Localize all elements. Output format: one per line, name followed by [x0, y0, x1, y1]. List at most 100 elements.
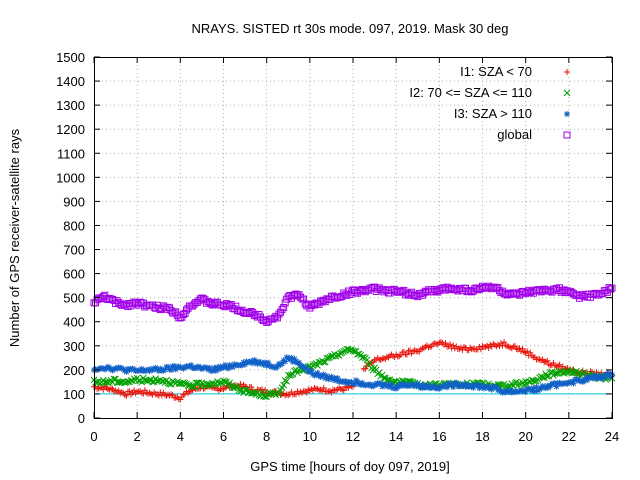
data-point [425, 382, 432, 389]
data-point [380, 381, 387, 388]
data-point [584, 376, 591, 383]
y-tick-label: 200 [63, 363, 85, 378]
data-point [260, 361, 267, 368]
data-point [247, 389, 255, 397]
data-point [274, 363, 281, 370]
data-point [387, 383, 393, 390]
y-tick-label: 1100 [57, 146, 85, 161]
data-point [322, 375, 329, 382]
data-point [324, 354, 332, 362]
x-tick-label: 2 [134, 429, 141, 444]
y-tick-label: 800 [63, 218, 85, 233]
x-tick-label: 20 [518, 429, 532, 444]
data-point [572, 376, 578, 383]
data-point [92, 366, 99, 373]
data-point [300, 295, 308, 303]
data-point [334, 375, 341, 382]
data-point [420, 381, 427, 388]
data-point [388, 381, 395, 388]
data-point [553, 370, 560, 377]
data-point [288, 354, 295, 361]
data-point [111, 366, 118, 373]
data-point [100, 365, 107, 372]
legend: I1: SZA < 70 I2: 70 <= SZA <= 110 I3: SZA … [409, 64, 571, 142]
data-point [530, 384, 537, 391]
data-point [134, 368, 141, 375]
data-point [123, 368, 130, 375]
grid-lines [94, 57, 612, 418]
data-point [289, 371, 297, 378]
x-tick-label: 14 [389, 429, 403, 444]
data-point [157, 389, 164, 396]
data-point [607, 373, 614, 380]
data-point [299, 363, 306, 370]
data-point [485, 385, 492, 392]
data-point [345, 378, 352, 385]
data-point [155, 367, 162, 374]
y-tick-label: 1300 [56, 98, 85, 113]
data-point [581, 377, 588, 384]
data-point [206, 364, 213, 371]
data-point [570, 380, 577, 387]
y-tick-label: 700 [63, 243, 85, 258]
data-point [477, 346, 484, 353]
data-point [138, 378, 146, 386]
data-point [129, 365, 136, 372]
data-point [533, 384, 540, 391]
data-point [291, 355, 298, 362]
data-point [303, 389, 310, 396]
data-point [308, 367, 315, 374]
data-point [413, 383, 420, 390]
data-point [292, 391, 299, 398]
data-point [444, 384, 451, 391]
data-point [519, 388, 526, 395]
legend-label: I2: 70 <= SZA <= 110 [409, 85, 532, 100]
data-point [402, 382, 409, 389]
data-point [280, 303, 288, 311]
data-point [476, 385, 483, 392]
data-point [168, 367, 175, 374]
data-point [541, 384, 548, 391]
data-point [242, 361, 249, 368]
data-point [229, 363, 236, 370]
data-point [555, 380, 562, 387]
x-axis-label: GPS time [hours of doy 097, 2019] [250, 459, 449, 474]
data-point [403, 351, 410, 358]
y-axis-label: Number of GPS receiver-satellite rays [7, 128, 22, 347]
data-point [225, 365, 232, 372]
data-point [592, 372, 599, 379]
data-point [331, 375, 338, 382]
data-point [192, 379, 200, 387]
y-tick-label: 1400 [56, 74, 85, 89]
data-point [165, 363, 171, 370]
data-point [528, 387, 535, 394]
data-point [493, 384, 500, 391]
data-point [209, 367, 216, 374]
x-tick-label: 0 [90, 429, 97, 444]
data-point [339, 378, 346, 385]
data-point [249, 360, 256, 367]
data-point [212, 367, 219, 374]
x-tick-label: 18 [475, 429, 489, 444]
data-point [522, 388, 529, 395]
data-point [197, 365, 204, 372]
data-point [544, 357, 551, 364]
data-point [510, 388, 517, 395]
data-point [181, 363, 188, 370]
data-point [342, 377, 349, 384]
data-point [340, 387, 347, 394]
y-tick-label: 100 [63, 387, 85, 402]
data-point [266, 362, 273, 369]
data-point [283, 378, 291, 385]
data-point [519, 345, 526, 352]
data-point [188, 362, 195, 369]
data-point [559, 363, 566, 370]
data-point [123, 392, 130, 399]
data-point [437, 383, 444, 390]
legend-label: I1: SZA < 70 [460, 64, 532, 79]
data-point [328, 373, 335, 380]
x-tick-label: 10 [303, 429, 317, 444]
data-point [320, 384, 327, 391]
data-point [470, 384, 477, 391]
